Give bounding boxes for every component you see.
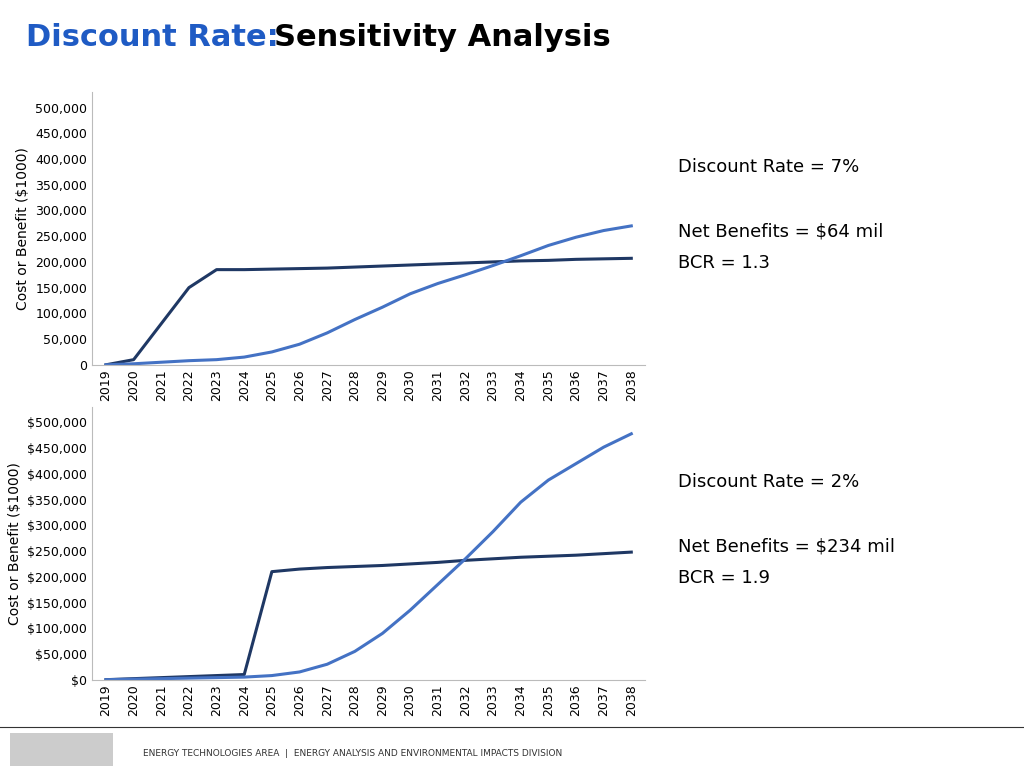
Benefits — [515, 498, 527, 507]
Costs — [156, 319, 168, 328]
Benefits — [570, 233, 583, 242]
Benefits — [377, 303, 389, 312]
Text: Discount Rate:: Discount Rate: — [26, 23, 289, 52]
Costs — [570, 255, 583, 264]
Costs — [598, 549, 610, 558]
Benefits — [99, 675, 113, 684]
Benefits — [543, 241, 555, 250]
Benefits — [127, 674, 139, 684]
Benefits — [182, 356, 195, 366]
Benefits — [377, 629, 389, 638]
Benefits — [403, 606, 416, 615]
Text: Sensitivity Analysis: Sensitivity Analysis — [274, 23, 611, 52]
Benefits — [598, 226, 610, 235]
Y-axis label: Cost or Benefit ($1000): Cost or Benefit ($1000) — [8, 462, 22, 625]
Legend: Costs, Benefits: Costs, Benefits — [180, 436, 391, 462]
Costs — [182, 283, 195, 293]
Benefits — [625, 221, 637, 230]
Benefits — [515, 251, 527, 260]
Benefits — [348, 315, 361, 324]
Costs — [211, 671, 223, 680]
Costs — [266, 264, 279, 273]
Benefits — [238, 353, 250, 362]
Costs — [377, 261, 389, 270]
Costs — [266, 567, 279, 576]
Costs — [459, 258, 471, 267]
Costs — [238, 265, 250, 274]
Costs — [211, 265, 223, 274]
Benefits — [403, 290, 416, 299]
Costs — [377, 561, 389, 570]
Costs — [543, 551, 555, 561]
Benefits — [570, 459, 583, 468]
Benefits — [322, 660, 334, 669]
Costs — [459, 556, 471, 565]
Costs — [487, 554, 500, 564]
Costs — [487, 257, 500, 266]
Benefits — [238, 673, 250, 682]
Costs — [348, 263, 361, 272]
Costs — [99, 675, 113, 684]
Costs — [403, 260, 416, 270]
Costs — [598, 254, 610, 263]
Benefits — [487, 527, 500, 536]
Costs — [99, 360, 113, 369]
Costs — [515, 257, 527, 266]
Costs — [294, 564, 306, 574]
Line: Costs: Costs — [106, 258, 631, 365]
Bar — [10, 733, 113, 766]
Benefits — [432, 580, 444, 589]
Costs — [322, 263, 334, 273]
Costs — [570, 551, 583, 560]
Costs — [127, 674, 139, 684]
Text: Discount Rate = 7%

Net Benefits = $64 mil
BCR = 1.3: Discount Rate = 7% Net Benefits = $64 mi… — [678, 158, 884, 272]
Costs — [294, 264, 306, 273]
Costs — [515, 553, 527, 562]
Costs — [182, 672, 195, 681]
Benefits — [487, 261, 500, 270]
Benefits — [322, 328, 334, 337]
Benefits — [266, 347, 279, 356]
Costs — [348, 562, 361, 571]
Benefits — [459, 270, 471, 280]
Costs — [403, 559, 416, 568]
Costs — [127, 355, 139, 364]
Benefits — [348, 647, 361, 656]
Benefits — [543, 475, 555, 485]
Line: Benefits: Benefits — [106, 226, 631, 365]
Costs — [625, 548, 637, 557]
Benefits — [294, 667, 306, 677]
Costs — [432, 260, 444, 269]
Line: Benefits: Benefits — [106, 434, 631, 680]
Benefits — [432, 279, 444, 288]
Costs — [625, 253, 637, 263]
Benefits — [625, 429, 637, 439]
Line: Costs: Costs — [106, 552, 631, 680]
Text: BERKELEY
LAB: BERKELEY LAB — [970, 733, 1018, 753]
Benefits — [182, 674, 195, 683]
Benefits — [211, 355, 223, 364]
Benefits — [156, 358, 168, 367]
Costs — [156, 673, 168, 682]
Text: 46: 46 — [916, 733, 944, 753]
Benefits — [459, 554, 471, 564]
Costs — [432, 558, 444, 567]
Text: Discount Rate = 2%

Net Benefits = $234 mil
BCR = 1.9: Discount Rate = 2% Net Benefits = $234 m… — [678, 473, 895, 587]
Text: ENERGY TECHNOLOGIES AREA  |  ENERGY ANALYSIS AND ENVIRONMENTAL IMPACTS DIVISION: ENERGY TECHNOLOGIES AREA | ENERGY ANALYS… — [143, 749, 562, 757]
Costs — [238, 670, 250, 679]
Benefits — [127, 359, 139, 369]
Y-axis label: Cost or Benefit ($1000): Cost or Benefit ($1000) — [15, 147, 30, 310]
Benefits — [598, 442, 610, 452]
Benefits — [99, 360, 113, 369]
Benefits — [266, 671, 279, 680]
Benefits — [294, 339, 306, 349]
Benefits — [156, 674, 168, 684]
Costs — [543, 256, 555, 265]
Costs — [322, 563, 334, 572]
Benefits — [211, 673, 223, 682]
